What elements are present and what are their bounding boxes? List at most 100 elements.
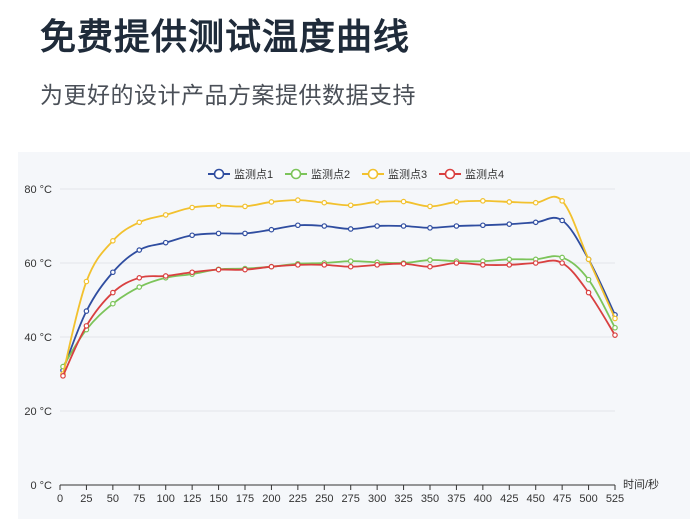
x-tick-label: 475 <box>553 493 571 505</box>
series-line <box>62 195 616 375</box>
data-point <box>295 222 301 229</box>
data-point <box>400 260 407 267</box>
data-point <box>585 289 592 296</box>
x-tick-label: 375 <box>447 493 465 505</box>
series-2 <box>60 254 618 370</box>
data-point <box>585 256 592 263</box>
series-4 <box>60 259 618 379</box>
legend-marker <box>367 168 379 180</box>
data-point <box>400 198 407 205</box>
x-tick-label: 450 <box>527 493 545 505</box>
legend-item-1: 监测点1 <box>208 168 273 181</box>
data-point <box>559 198 565 204</box>
data-point <box>242 230 248 237</box>
data-point <box>453 260 460 266</box>
data-point <box>215 266 222 273</box>
x-tick-label: 500 <box>579 493 597 505</box>
data-point <box>83 308 90 314</box>
data-point <box>83 323 90 329</box>
data-point <box>506 262 513 268</box>
x-tick-label: 150 <box>209 493 227 505</box>
data-point <box>268 263 275 270</box>
data-point <box>136 247 143 253</box>
series-3 <box>60 195 618 377</box>
y-tick-label: 40 °C <box>24 332 52 344</box>
x-tick-label: 300 <box>368 493 386 505</box>
data-point <box>427 257 433 263</box>
data-point <box>612 324 618 331</box>
data-point <box>162 273 169 279</box>
data-point <box>321 223 328 229</box>
x-tick-label: 25 <box>80 493 92 505</box>
data-point <box>136 284 143 290</box>
data-point <box>321 199 328 206</box>
data-point <box>506 199 513 205</box>
x-tick-label: 125 <box>183 493 201 505</box>
legend-item-2: 监测点2 <box>285 168 350 181</box>
data-point <box>559 260 565 266</box>
data-point <box>215 202 222 209</box>
x-tick-label: 350 <box>421 493 439 505</box>
y-tick-label: 0 °C <box>30 480 52 492</box>
data-point <box>189 269 195 276</box>
data-point <box>136 275 143 281</box>
y-tick-label: 60 °C <box>24 258 52 270</box>
legend-marker <box>213 168 225 180</box>
data-point <box>453 223 460 229</box>
data-point <box>347 226 354 232</box>
legend-item-3: 监测点3 <box>362 168 427 181</box>
data-point <box>242 266 248 273</box>
data-point <box>321 262 328 268</box>
data-point <box>215 230 222 237</box>
data-point <box>427 203 433 210</box>
x-tick-label: 200 <box>262 493 280 505</box>
data-point <box>532 260 539 266</box>
data-point <box>189 232 195 239</box>
data-point <box>480 222 486 229</box>
data-point <box>532 199 539 206</box>
x-tick-label: 525 <box>606 493 624 505</box>
x-axis-title: 时间/秒 <box>623 477 659 491</box>
axis-layer: 0 °C 20 °C 40 °C 60 °C 80 °C 0 25 50 75 100 125 150… <box>24 184 659 505</box>
data-point <box>559 217 565 224</box>
data-point <box>612 315 618 322</box>
data-point <box>295 197 301 203</box>
x-tick-label: 225 <box>289 493 307 505</box>
legend-marker <box>290 168 302 180</box>
data-point <box>110 289 116 296</box>
data-point <box>189 204 195 211</box>
legend: 监测点1 监测点2 监测点3 监测点4 <box>208 168 504 181</box>
series-line <box>62 259 616 377</box>
legend-label: 监测点1 <box>234 168 273 181</box>
data-point <box>110 269 116 276</box>
series-line <box>62 216 616 371</box>
page-subtitle: 为更好的设计产品方案提供数据支持 <box>40 83 416 109</box>
data-point <box>506 256 513 263</box>
x-tick-label: 400 <box>474 493 492 505</box>
data-point <box>268 199 275 205</box>
data-point <box>480 198 486 204</box>
data-point <box>110 300 116 307</box>
data-point <box>374 199 380 205</box>
legend-label: 监测点2 <box>311 168 350 181</box>
series-layer <box>60 195 618 379</box>
x-tick-label: 50 <box>107 493 119 505</box>
series-1 <box>60 216 618 374</box>
data-point <box>427 263 433 270</box>
x-tick-label: 100 <box>157 493 175 505</box>
x-tick-label: 75 <box>133 493 145 505</box>
data-point <box>136 219 143 226</box>
legend-label: 监测点3 <box>388 168 427 181</box>
data-point <box>268 226 275 233</box>
x-tick-label: 325 <box>394 493 412 505</box>
grid-layer <box>60 188 615 412</box>
data-point <box>347 202 354 209</box>
x-tick-label: 0 <box>57 493 63 505</box>
data-point <box>162 212 169 218</box>
data-point <box>453 199 460 205</box>
data-point <box>559 254 565 261</box>
data-point <box>347 258 354 264</box>
data-point <box>480 262 486 268</box>
data-point <box>83 278 90 285</box>
y-tick-label: 20 °C <box>24 406 52 418</box>
